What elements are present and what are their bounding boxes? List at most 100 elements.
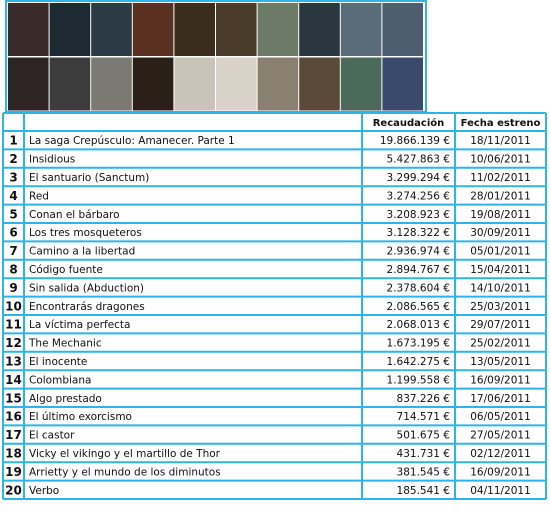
release-date: 06/05/2011 <box>470 411 531 423</box>
film-title: El inocente <box>29 356 87 368</box>
poster <box>257 3 299 56</box>
film-title: Código fuente <box>29 264 103 276</box>
film-title: El castor <box>29 430 75 442</box>
release-date: 14/10/2011 <box>470 282 531 294</box>
poster <box>382 3 423 56</box>
rank: 3 <box>9 171 17 185</box>
box-office: 381.545 € <box>397 466 450 478</box>
rank: 12 <box>5 336 22 350</box>
film-title: Colombiana <box>29 374 91 386</box>
rank: 9 <box>9 281 17 295</box>
poster <box>216 57 257 111</box>
release-date: 16/09/2011 <box>470 374 531 386</box>
box-office: 2.894.767 € <box>387 264 450 276</box>
film-title: Sin salida (Abduction) <box>29 282 144 294</box>
box-office: 2.936.974 € <box>387 246 450 258</box>
box-office: 185.541 € <box>397 485 450 497</box>
rank: 4 <box>9 189 17 203</box>
rank: 18 <box>5 447 22 461</box>
box-office: 501.675 € <box>397 430 450 442</box>
box-office: 431.731 € <box>397 448 450 460</box>
film-title: El último exorcismo <box>29 411 132 423</box>
poster <box>299 3 340 56</box>
poster <box>49 57 91 111</box>
poster <box>257 57 299 111</box>
film-title: Verbo <box>29 485 59 497</box>
box-office: 714.571 € <box>397 411 450 423</box>
release-date: 17/06/2011 <box>470 393 531 405</box>
film-title: Camino a la libertad <box>29 246 135 258</box>
release-date: 27/05/2011 <box>470 430 531 442</box>
box-office: 2.068.013 € <box>387 319 450 331</box>
release-date: 25/02/2011 <box>470 338 531 350</box>
rank: 19 <box>5 465 22 479</box>
film-title: El santuario (Sanctum) <box>29 172 149 184</box>
release-date: 05/01/2011 <box>470 246 531 258</box>
film-title: The Mechanic <box>28 338 102 350</box>
release-date: 29/07/2011 <box>470 319 531 331</box>
film-title: Conan el bárbaro <box>29 209 120 221</box>
film-title: Arrietty y el mundo de los diminutos <box>29 466 221 478</box>
release-date: 15/04/2011 <box>470 264 531 276</box>
poster <box>49 3 91 56</box>
rank: 14 <box>5 373 22 387</box>
release-date: 18/11/2011 <box>470 135 531 147</box>
box-office: 3.208.923 € <box>387 209 450 221</box>
column-header: Recaudación <box>373 117 445 129</box>
rank: 5 <box>9 207 17 221</box>
rank: 8 <box>9 263 17 277</box>
poster <box>340 3 382 56</box>
poster <box>91 3 132 56</box>
poster <box>132 3 174 56</box>
rank: 15 <box>5 391 22 405</box>
rank: 7 <box>9 244 17 258</box>
release-date: 30/09/2011 <box>470 227 531 239</box>
release-date: 10/06/2011 <box>470 154 531 166</box>
rank: 11 <box>5 318 22 332</box>
box-office: 1.199.558 € <box>387 374 450 386</box>
poster <box>382 57 423 111</box>
film-title: Algo prestado <box>29 393 102 405</box>
box-office: 1.642.275 € <box>387 356 450 368</box>
box-office: 2.086.565 € <box>387 301 450 313</box>
table: Recaudación Fecha estreno 1 La saga Crepúsc… <box>2 112 547 500</box>
film-title: Red <box>29 190 49 202</box>
box-office: 3.128.322 € <box>387 227 450 239</box>
poster <box>8 57 49 111</box>
poster <box>216 3 257 56</box>
box-office: 19.866.139 € <box>380 135 450 147</box>
box-office: 5.427.863 € <box>387 154 450 166</box>
box-office: 3.274.256 € <box>387 190 450 202</box>
rank: 1 <box>9 134 17 148</box>
rank: 10 <box>5 299 22 313</box>
box-office: 2.378.604 € <box>387 282 450 294</box>
film-title: La víctima perfecta <box>29 319 130 331</box>
poster <box>299 57 340 111</box>
rank: 13 <box>5 355 22 369</box>
release-date: 16/09/2011 <box>470 466 531 478</box>
poster <box>8 3 49 56</box>
box-office: 1.673.195 € <box>387 338 450 350</box>
poster <box>91 57 132 111</box>
rank: 6 <box>9 226 17 240</box>
poster <box>340 57 382 111</box>
release-date: 19/08/2011 <box>470 209 531 221</box>
rank: 20 <box>5 483 22 497</box>
film-title: La saga Crepúsculo: Amanecer. Parte 1 <box>29 135 235 147</box>
film-title: Encontrarás dragones <box>29 301 145 313</box>
rank: 16 <box>5 410 22 424</box>
poster <box>132 57 174 111</box>
release-date: 02/12/2011 <box>470 448 531 460</box>
release-date: 04/11/2011 <box>470 485 531 497</box>
film-title: Vicky el vikingo y el martillo de Thor <box>29 448 221 460</box>
poster <box>174 3 215 56</box>
box-office: 3.299.294 € <box>387 172 450 184</box>
rank: 2 <box>9 152 17 166</box>
poster-collage <box>8 3 423 111</box>
box-office: 837.226 € <box>397 393 450 405</box>
rank: 17 <box>5 428 22 442</box>
release-date: 25/03/2011 <box>470 301 531 313</box>
release-date: 13/05/2011 <box>470 356 531 368</box>
